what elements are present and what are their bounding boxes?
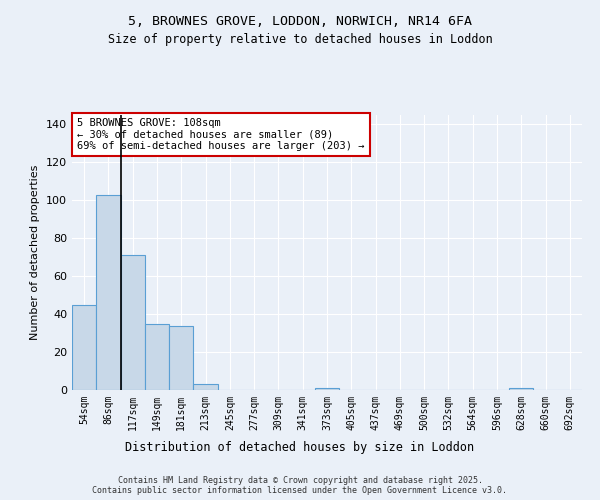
Bar <box>315 388 339 390</box>
Text: 5 BROWNES GROVE: 108sqm
← 30% of detached houses are smaller (89)
69% of semi-de: 5 BROWNES GROVE: 108sqm ← 30% of detache… <box>77 118 365 151</box>
Bar <box>145 324 169 390</box>
Text: 5, BROWNES GROVE, LODDON, NORWICH, NR14 6FA: 5, BROWNES GROVE, LODDON, NORWICH, NR14 … <box>128 15 472 28</box>
Bar <box>96 194 121 390</box>
Bar <box>72 304 96 390</box>
Bar <box>509 388 533 390</box>
Bar <box>169 326 193 390</box>
Bar <box>121 256 145 390</box>
Bar <box>193 384 218 390</box>
Y-axis label: Number of detached properties: Number of detached properties <box>31 165 40 340</box>
Text: Size of property relative to detached houses in Loddon: Size of property relative to detached ho… <box>107 32 493 46</box>
Text: Contains HM Land Registry data © Crown copyright and database right 2025.
Contai: Contains HM Land Registry data © Crown c… <box>92 476 508 495</box>
Text: Distribution of detached houses by size in Loddon: Distribution of detached houses by size … <box>125 441 475 454</box>
